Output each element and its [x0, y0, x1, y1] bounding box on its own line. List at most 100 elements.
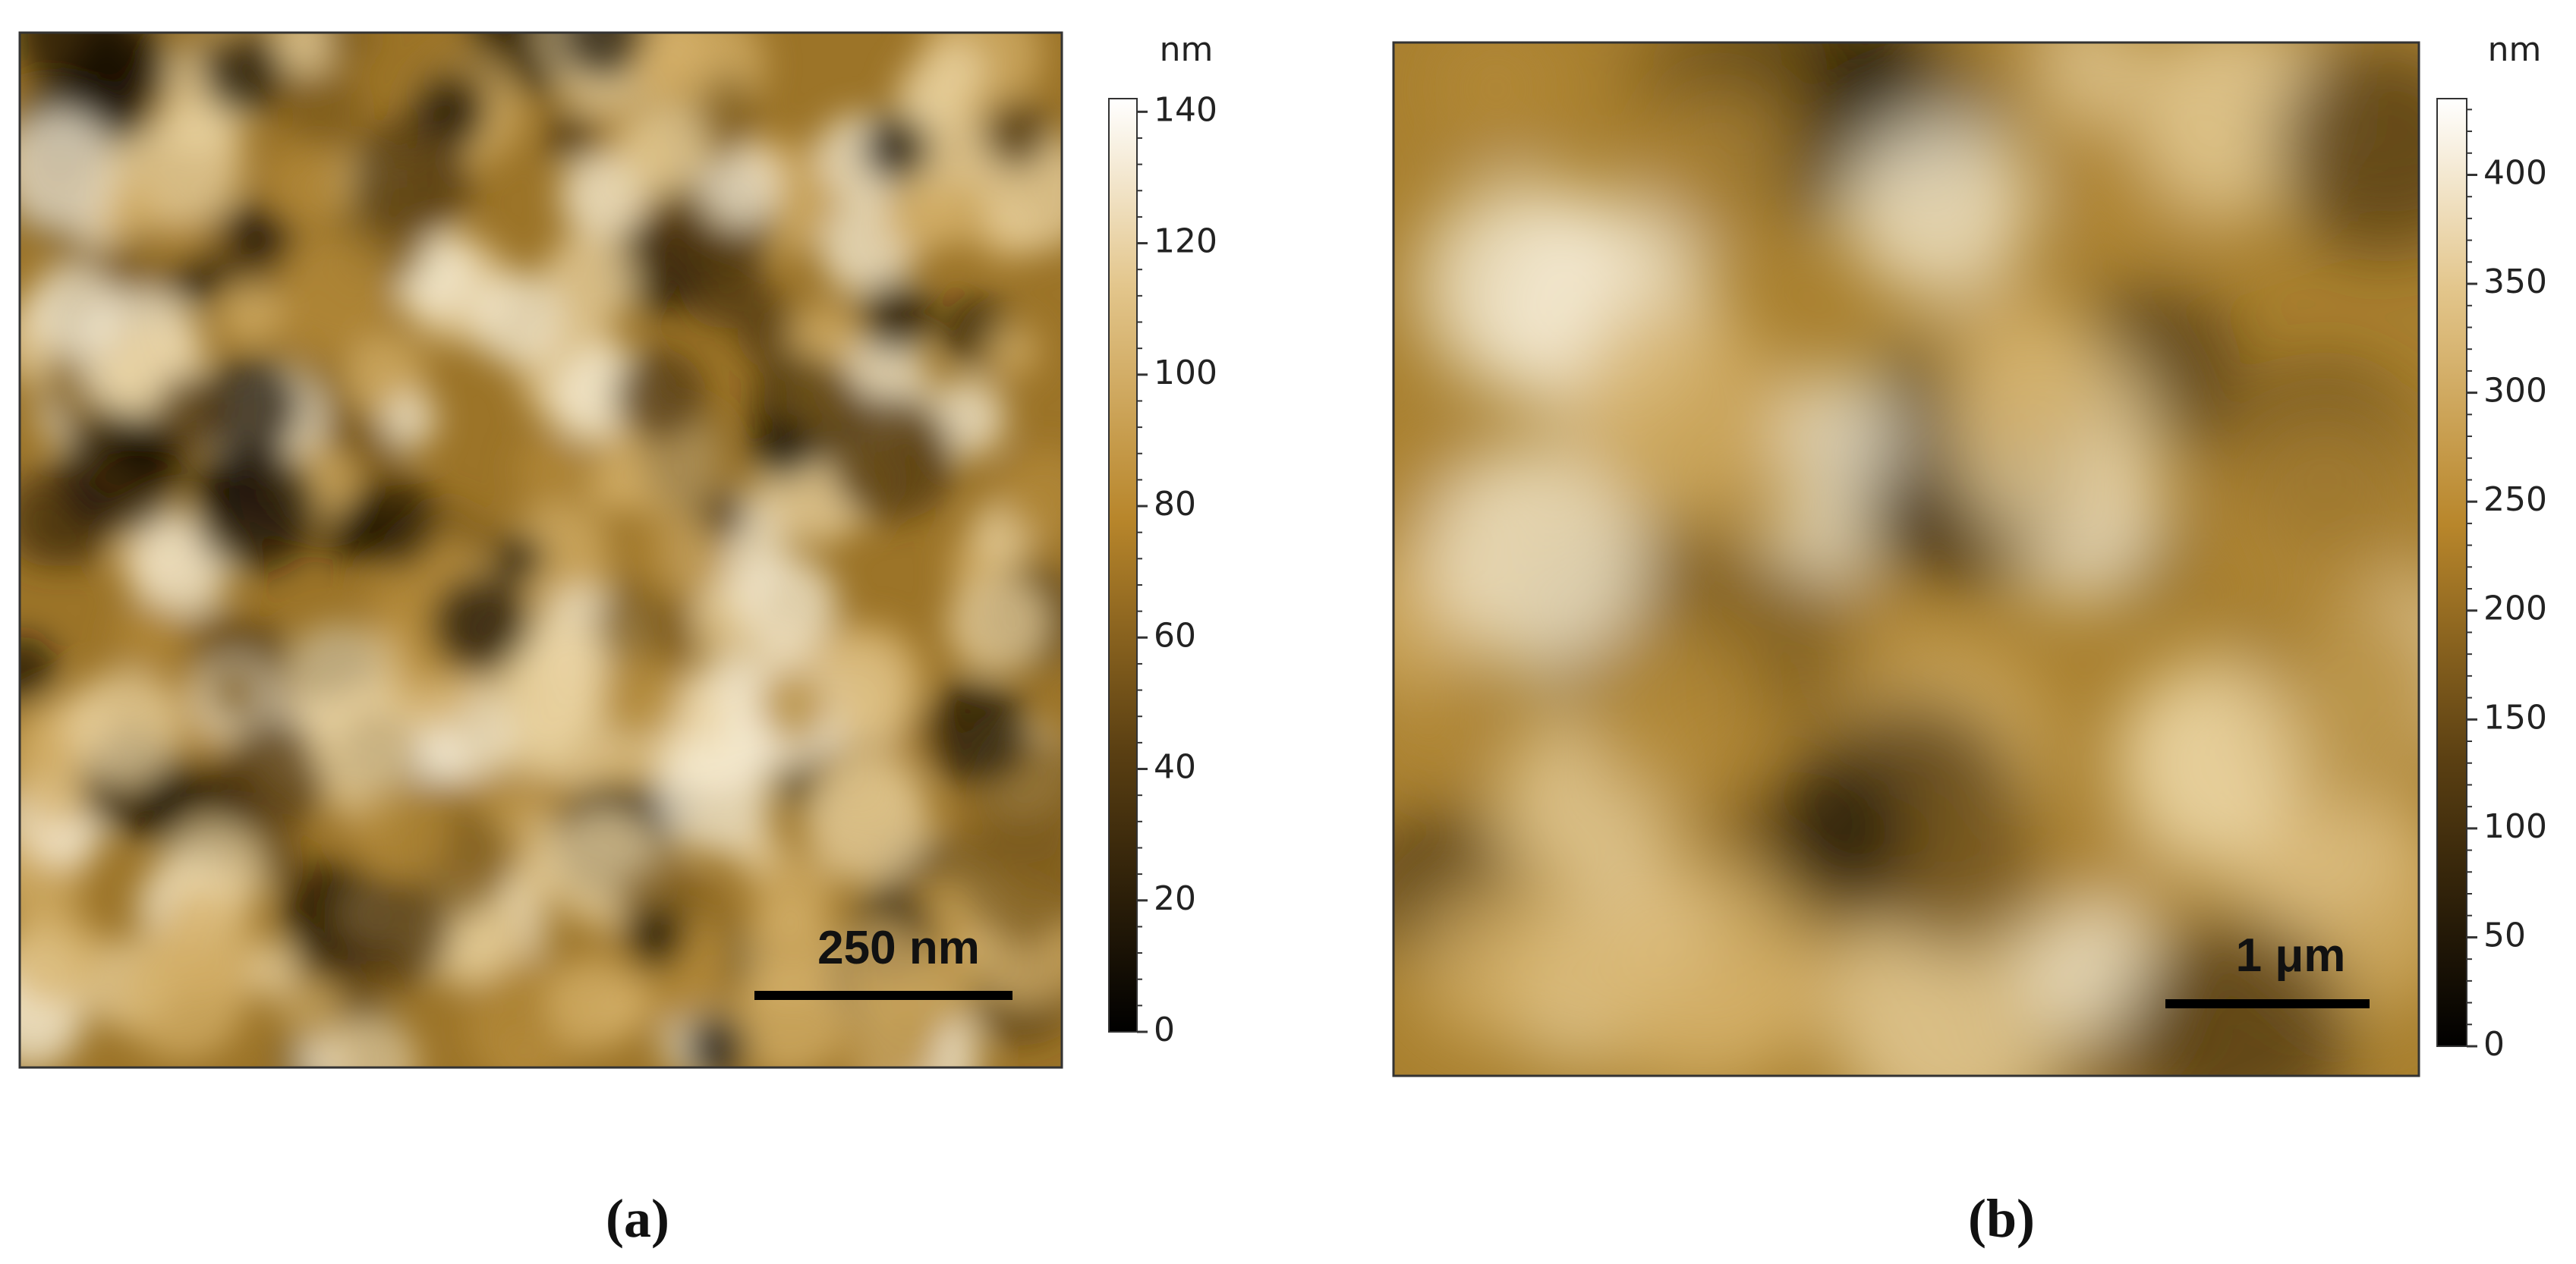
surface-grain: [1430, 42, 1562, 155]
surface-grain: [115, 600, 187, 672]
surface-grain: [382, 391, 438, 448]
surface-grain: [346, 476, 440, 569]
surface-grain: [497, 642, 604, 749]
surface-grain: [515, 435, 584, 503]
surface-grain: [344, 880, 452, 987]
surface-grain: [624, 905, 688, 970]
surface-grain: [234, 207, 289, 263]
scale-bar-label: 250 nm: [817, 922, 980, 974]
surface-grain: [1393, 671, 1487, 788]
surface-grain: [619, 104, 711, 196]
surface-grain: [265, 144, 349, 229]
panel-caption: (a): [606, 1188, 669, 1249]
surface-grain: [470, 272, 563, 366]
surface-grain: [1771, 370, 1907, 506]
height-map: [1393, 42, 2419, 1076]
surface-grain: [321, 408, 376, 463]
surface-grain: [594, 976, 653, 1035]
colorbar: [1108, 98, 1138, 1033]
surface-grain: [998, 448, 1062, 544]
image-frame: [18, 31, 1063, 1069]
surface-grain: [58, 410, 183, 536]
tick-label: 250: [2483, 480, 2547, 519]
surface-grain: [1766, 759, 1913, 904]
tick-label: 0: [1154, 1011, 1175, 1049]
surface-grain: [1577, 854, 1815, 1076]
surface-grain: [430, 574, 532, 675]
tick-label: 350: [2483, 263, 2547, 301]
surface-grain: [204, 662, 265, 723]
colorbar-unit: nm: [2488, 30, 2542, 69]
surface-grain: [559, 153, 645, 239]
tick-label: 200: [2483, 590, 2547, 628]
surface-grain: [323, 1016, 417, 1067]
surface-grain: [613, 348, 706, 442]
surface-grain: [20, 635, 57, 706]
surface-grain: [220, 718, 331, 829]
surface-grain: [860, 112, 932, 184]
surface-grain: [983, 322, 1039, 378]
surface-grain: [1426, 442, 1650, 665]
surface-grain: [698, 143, 782, 227]
surface-grain: [65, 670, 181, 785]
surface-grain: [816, 917, 934, 1036]
surface-grain: [153, 373, 231, 451]
surface-grain: [682, 1013, 751, 1067]
surface-grain: [169, 250, 227, 308]
surface-grain: [737, 555, 838, 656]
surface-grain: [557, 33, 650, 81]
tick-label: 0: [2483, 1025, 2505, 1064]
surface-grain: [758, 668, 832, 741]
surface-grain: [191, 444, 320, 573]
surface-grain: [803, 756, 931, 884]
surface-grain: [27, 264, 119, 357]
surface-grain: [857, 278, 934, 355]
surface-grain: [1639, 90, 1802, 252]
surface-grain: [2126, 915, 2351, 1076]
colorbar: [2436, 98, 2467, 1047]
surface-grain: [1410, 884, 1570, 1044]
surface-grain: [827, 393, 956, 522]
surface-grain: [150, 891, 259, 1000]
surface-grain: [542, 233, 637, 328]
surface-grain: [1844, 111, 2032, 299]
tick-label: 400: [2483, 153, 2547, 192]
surface-grain: [219, 282, 283, 347]
surface-grain: [947, 573, 1048, 674]
surface-grain: [491, 531, 546, 586]
surface-grain: [281, 68, 363, 149]
tick-label: 150: [2483, 698, 2547, 737]
surface-grain: [349, 119, 468, 237]
surface-grain: [279, 979, 345, 1045]
surface-grain: [200, 33, 288, 117]
surface-grain: [656, 737, 773, 854]
tick-label: 300: [2483, 372, 2547, 410]
tick-label: 140: [1154, 90, 1217, 129]
surface-grain: [921, 677, 1030, 785]
tick-label: 100: [2483, 807, 2547, 846]
surface-grain: [1575, 618, 1767, 810]
surface-grain: [2112, 665, 2299, 852]
tick-label: 120: [1154, 222, 1217, 261]
height-map: [20, 33, 1062, 1067]
image-frame: [1392, 41, 2420, 1077]
surface-grain: [594, 575, 696, 678]
tick-label: 20: [1154, 879, 1196, 918]
surface-grain: [881, 181, 956, 256]
surface-grain: [75, 33, 172, 112]
surface-grain: [1869, 784, 2045, 960]
surface-grain: [697, 488, 751, 542]
surface-grain: [633, 33, 719, 112]
surface-grain: [320, 33, 375, 64]
surface-grain: [751, 854, 835, 938]
tick-label: 100: [1154, 354, 1217, 392]
surface-grain: [309, 684, 420, 795]
surface-grain: [2223, 408, 2419, 613]
surface-grain: [960, 819, 1062, 945]
surface-grain: [1569, 301, 1787, 519]
surface-grain: [345, 781, 450, 885]
surface-grain: [1936, 290, 2101, 454]
tick-label: 40: [1154, 748, 1196, 787]
surface-grain: [20, 111, 119, 230]
